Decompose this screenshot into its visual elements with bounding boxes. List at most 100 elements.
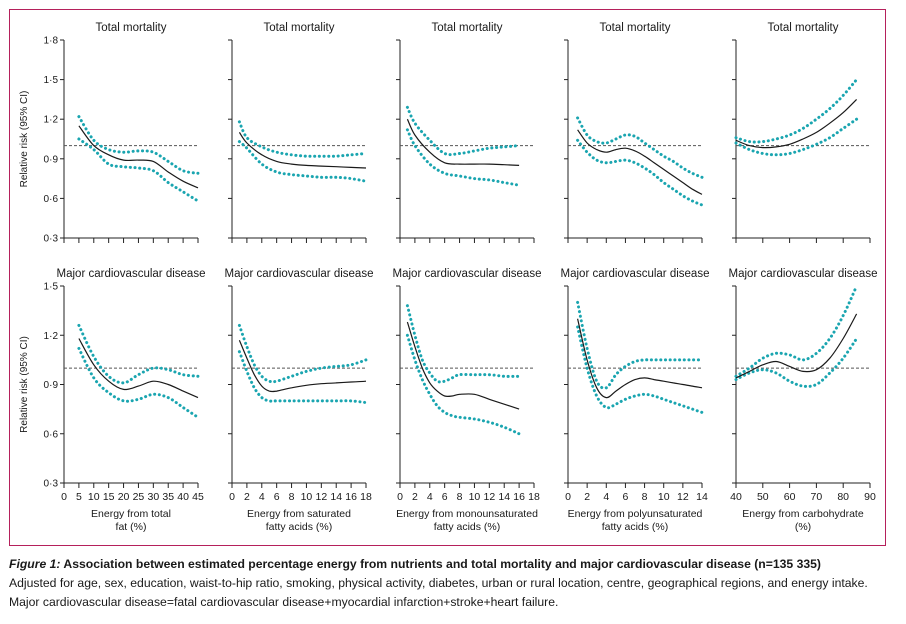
estimate-line — [735, 313, 858, 379]
x-tick-label: 15 — [103, 491, 115, 503]
estimate-line — [577, 129, 703, 195]
chart-grid: Relative risk (95% CI) Relative risk (95%… — [19, 22, 878, 533]
x-tick-label: 18 — [360, 491, 372, 503]
x-tick-label: 0 — [397, 491, 403, 503]
panel-title: Major cardiovascular disease — [57, 268, 206, 280]
x-tick-label: 10 — [88, 491, 100, 503]
ci-lower-line — [77, 137, 200, 203]
panel-title: Major cardiovascular disease — [225, 268, 374, 280]
x-tick-label: 0 — [565, 491, 571, 503]
ci-upper-line — [576, 300, 704, 390]
x-tick-label: 60 — [784, 491, 796, 503]
x-axis-label: Energy from carbohydrate (%) — [742, 508, 864, 533]
x-tick-label: 16 — [345, 491, 357, 503]
y-tick-label: 0·9 — [44, 154, 59, 165]
ci-lower-line — [576, 325, 704, 414]
estimate-line — [238, 132, 367, 169]
x-tick-label: 2 — [584, 491, 590, 503]
x-tick-label: 25 — [133, 491, 145, 503]
ci-lower-line — [405, 128, 521, 187]
x-tick-label: 0 — [61, 491, 67, 503]
x-tick-label: 12 — [315, 491, 327, 503]
estimate-line — [78, 338, 199, 399]
x-tick-label: 90 — [864, 491, 876, 503]
panel-1-1: Total mortality 0·3 0·6 0·9 1·2 1·5 1·8 — [44, 22, 200, 245]
figure-caption: Figure 1: Association between estimated … — [9, 555, 889, 612]
panel-title: Total mortality — [264, 22, 335, 34]
panel-2-5: Major cardiovascular disease 40 50 60 70 80 90… — [729, 268, 878, 533]
x-tick-label: 4 — [259, 491, 265, 503]
y-tick-label: 0·6 — [44, 194, 59, 205]
x-tick-label: 18 — [528, 491, 540, 503]
estimate-line — [735, 98, 858, 149]
ci-upper-line — [237, 120, 368, 158]
x-tick-label: 2 — [244, 491, 250, 503]
panel-2-4: Major cardiovascular disease 0 2 4 6 8 10 12 14 E… — [561, 268, 710, 533]
caption-title: Association between estimated percentage… — [63, 557, 821, 571]
y-tick-label: 0·3 — [44, 479, 59, 490]
estimate-line — [406, 321, 520, 410]
panel-2-1: Major cardiovascular disease 0·3 0·6 0·9 1·2… — [44, 268, 206, 533]
x-tick-label: 14 — [330, 491, 342, 503]
ci-lower-line — [237, 140, 368, 183]
ci-lower-line — [405, 333, 521, 436]
x-tick-label: 50 — [757, 491, 769, 503]
y-axis-label-row2: Relative risk (95% CI) — [19, 336, 30, 433]
x-tick-label: 8 — [289, 491, 295, 503]
x-tick-label: 4 — [427, 491, 433, 503]
ci-upper-line — [405, 105, 521, 157]
y-tick-label: 1·2 — [44, 115, 59, 126]
x-tick-label: 14 — [498, 491, 510, 503]
x-tick-label: 6 — [274, 491, 280, 503]
x-tick-label: 6 — [442, 491, 448, 503]
ci-lower-line — [576, 138, 704, 207]
ci-upper-line — [77, 115, 200, 175]
x-tick-label: 8 — [642, 491, 648, 503]
y-tick-label: 0·6 — [44, 429, 59, 440]
x-axis-label: Energy from monounsaturated fatty acids (… — [396, 508, 538, 533]
x-tick-label: 14 — [696, 491, 708, 503]
caption-title-line: Figure 1: Association between estimated … — [9, 555, 889, 574]
x-tick-label: 0 — [229, 491, 235, 503]
panel-1-5: Total mortality — [732, 22, 871, 243]
x-tick-label: 80 — [837, 491, 849, 503]
x-tick-label: 6 — [623, 491, 629, 503]
x-tick-label: 35 — [162, 491, 174, 503]
y-axis-label-row1: Relative risk (95% CI) — [19, 91, 30, 188]
x-axis-label: Energy from polyunsaturated fatty acids (… — [568, 508, 703, 533]
x-tick-label: 16 — [513, 491, 525, 503]
panel-title: Total mortality — [432, 22, 503, 34]
x-tick-label: 40 — [177, 491, 189, 503]
x-tick-label: 45 — [192, 491, 204, 503]
x-tick-label: 10 — [301, 491, 313, 503]
caption-label: Figure 1: — [9, 557, 61, 571]
x-tick-label: 2 — [412, 491, 418, 503]
ci-upper-line — [77, 323, 200, 385]
x-axis-label: Energy from total fat (%) — [91, 508, 171, 533]
panel-title: Total mortality — [96, 22, 167, 34]
ci-upper-line — [237, 323, 368, 384]
ci-lower-line — [237, 350, 368, 405]
estimate-line — [577, 318, 703, 399]
panel-title: Major cardiovascular disease — [729, 268, 878, 280]
x-tick-label: 10 — [658, 491, 670, 503]
x-tick-label: 20 — [118, 491, 130, 503]
panel-title: Major cardiovascular disease — [561, 268, 710, 280]
panel-title: Major cardiovascular disease — [393, 268, 542, 280]
estimate-line — [406, 118, 520, 166]
ci-upper-line — [576, 116, 704, 179]
x-tick-label: 5 — [76, 491, 82, 503]
estimate-line — [238, 339, 367, 393]
panel-1-3: Total mortality — [396, 22, 535, 243]
x-tick-label: 4 — [603, 491, 609, 503]
x-tick-label: 12 — [677, 491, 689, 503]
y-tick-label: 1·8 — [44, 36, 59, 47]
caption-adjustment-note: Adjusted for age, sex, education, waist-… — [9, 576, 868, 590]
figure-frame: Relative risk (95% CI) Relative risk (95%… — [9, 9, 886, 546]
ci-lower-line — [734, 337, 859, 388]
x-tick-label: 8 — [457, 491, 463, 503]
estimate-line — [78, 125, 199, 189]
y-tick-label: 1·5 — [44, 282, 59, 293]
ci-lower-line — [734, 117, 859, 157]
